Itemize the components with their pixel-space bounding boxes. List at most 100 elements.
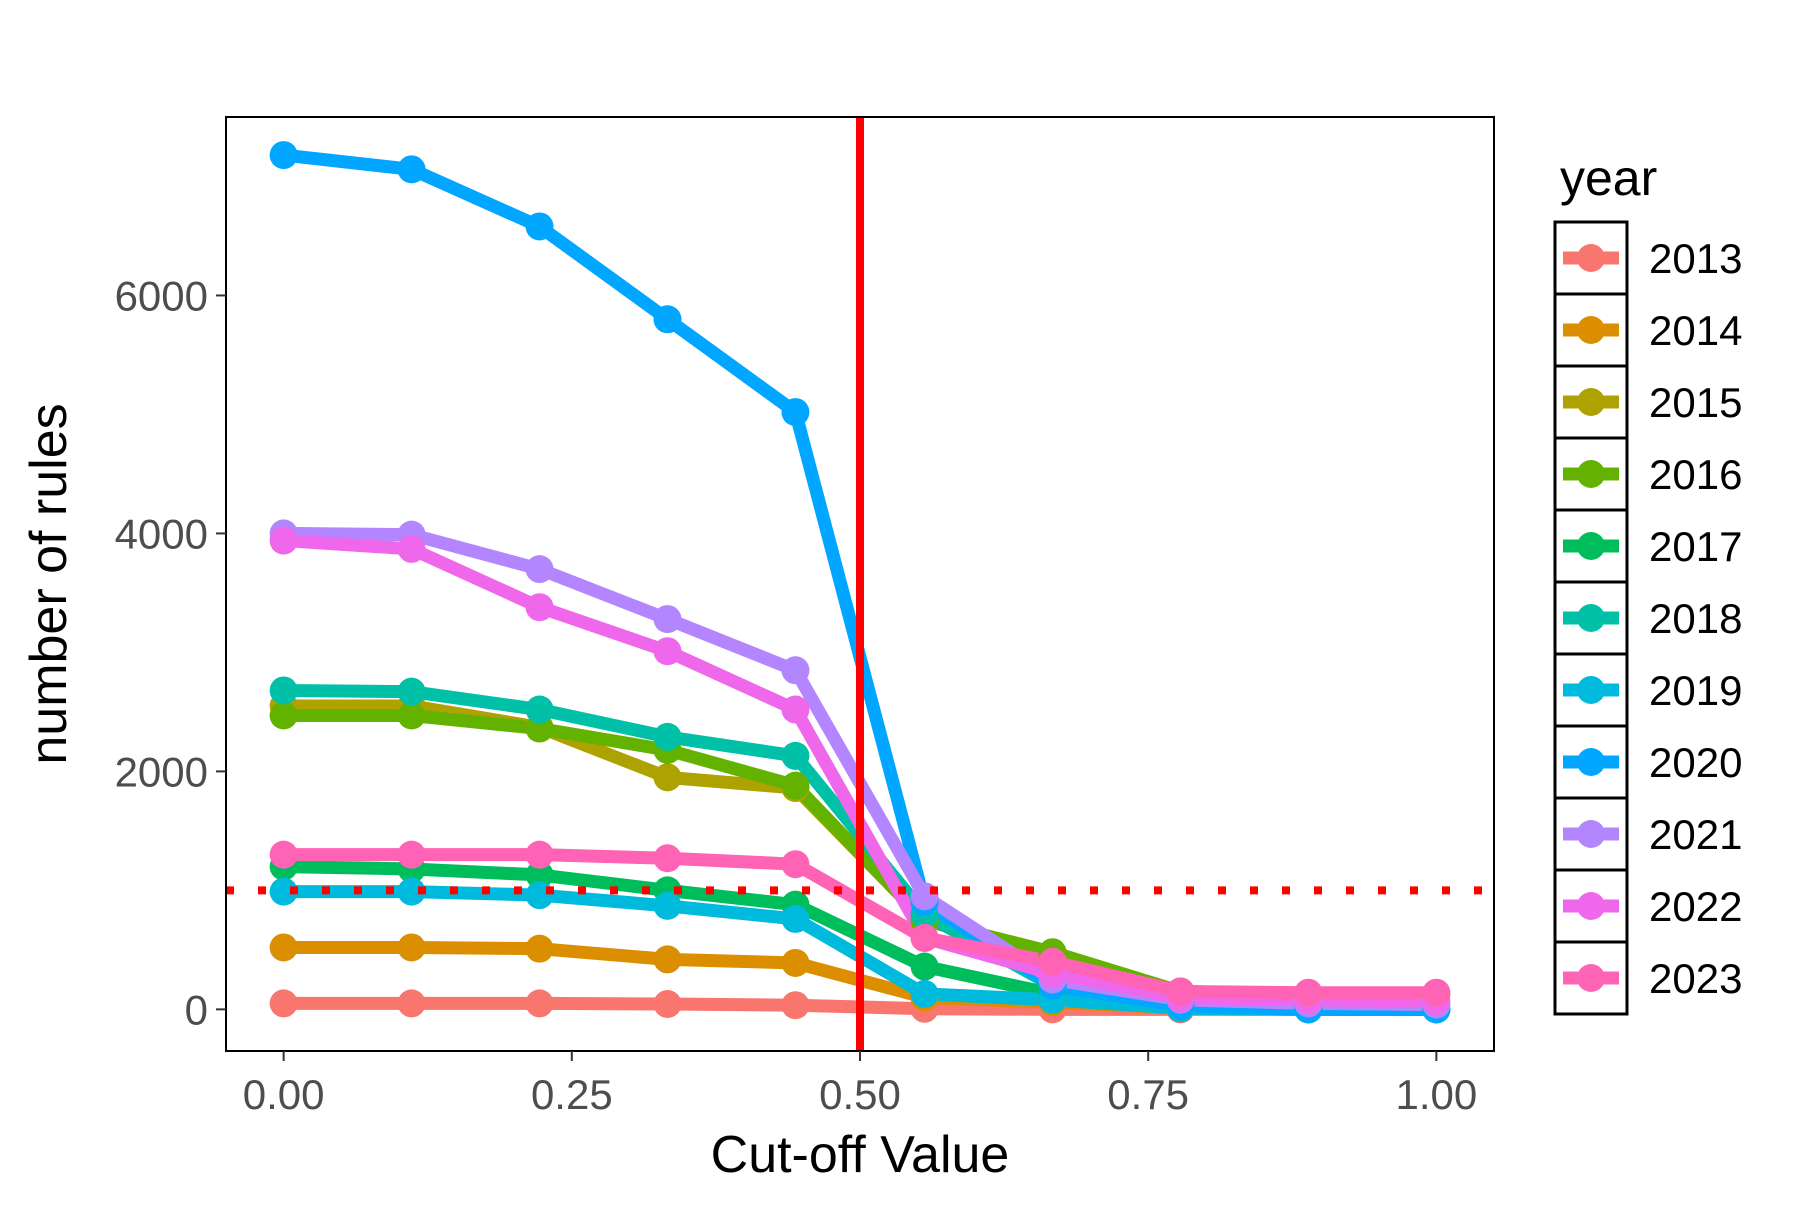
data-point-2023 [653,844,682,873]
data-point-2022 [397,534,426,563]
legend-item-2020: 2020 [1553,724,1742,800]
data-point-2018 [781,741,810,770]
x-tick-label: 0.75 [1107,1071,1189,1118]
legend-key-point [1577,748,1605,776]
legend-item-2021: 2021 [1553,796,1742,872]
data-point-2023 [525,840,554,869]
data-point-2013 [525,989,554,1018]
data-point-2015 [653,763,682,792]
data-point-2013 [397,989,426,1018]
y-axis-title: number of rules [20,403,78,764]
data-point-2017 [525,860,554,889]
data-point-2014 [397,933,426,962]
legend-label: 2016 [1649,451,1742,498]
x-axis-title: Cut-off Value [711,1126,1010,1184]
legend-label: 2022 [1649,883,1742,930]
legend-key-point [1577,820,1605,848]
data-point-2023 [269,840,298,869]
reference-lines [226,117,1494,1051]
legend-label: 2015 [1649,379,1742,426]
legend-key-point [1577,676,1605,704]
data-point-2023 [1038,947,1067,976]
legend-item-2017: 2017 [1553,508,1742,584]
legend-label: 2014 [1649,307,1742,354]
legend-key-point [1577,604,1605,632]
data-point-2023 [1166,977,1195,1006]
legend-label: 2023 [1649,955,1742,1002]
legend-key-point [1577,532,1605,560]
legend-label: 2017 [1649,523,1742,570]
legend-key-point [1577,316,1605,344]
legend-item-2019: 2019 [1553,652,1742,728]
data-point-2014 [269,933,298,962]
legend-title: year [1560,150,1657,206]
legend-item-2014: 2014 [1553,292,1742,368]
data-point-2016 [397,701,426,730]
data-point-2022 [781,695,810,724]
data-point-2022 [269,526,298,555]
legend-item-2013: 2013 [1553,220,1742,296]
y-tick-label: 0 [185,986,208,1033]
data-point-2019 [653,891,682,920]
data-point-2013 [269,989,298,1018]
data-point-2023 [1294,978,1323,1007]
data-point-2020 [397,155,426,184]
legend-item-2022: 2022 [1553,868,1742,944]
legend-item-2016: 2016 [1553,436,1742,512]
data-point-2018 [269,676,298,705]
y-axis: 0 2000 4000 6000 [115,272,226,1033]
legend: year 2013 2014 2015 2016 2017 2018 2019 2020 202… [1553,150,1742,1016]
legend-label: 2018 [1649,595,1742,642]
legend-key-point [1577,244,1605,272]
data-point-2021 [525,555,554,584]
legend-key-point [1577,892,1605,920]
data-point-2022 [653,637,682,666]
data-point-2019 [397,877,426,906]
data-point-2022 [525,593,554,622]
series-points [269,141,1451,1024]
data-point-2014 [653,945,682,974]
data-point-2019 [781,904,810,933]
data-point-2019 [269,877,298,906]
data-point-2019 [910,979,939,1008]
y-tick-label: 6000 [115,272,208,319]
legend-item-2018: 2018 [1553,580,1742,656]
data-point-2016 [781,771,810,800]
x-tick-label: 0.25 [531,1071,613,1118]
legend-item-2015: 2015 [1553,364,1742,440]
legend-label: 2013 [1649,235,1742,282]
data-point-2023 [910,923,939,952]
data-point-2023 [1422,978,1451,1007]
data-point-2018 [653,722,682,751]
x-tick-label: 1.00 [1395,1071,1477,1118]
legend-key-point [1577,388,1605,416]
data-point-2016 [269,701,298,730]
x-tick-label: 0.00 [243,1071,325,1118]
data-point-2020 [781,398,810,427]
legend-label: 2021 [1649,811,1742,858]
data-point-2020 [269,141,298,170]
legend-label: 2019 [1649,667,1742,714]
data-point-2018 [525,695,554,724]
legend-items: 2013 2014 2015 2016 2017 2018 2019 2020 2021 2022… [1553,220,1742,1016]
data-point-2020 [525,212,554,241]
data-point-2014 [781,948,810,977]
data-point-2013 [653,990,682,1019]
data-point-2019 [525,881,554,910]
data-point-2023 [781,850,810,879]
data-point-2013 [781,991,810,1020]
data-point-2021 [653,605,682,634]
legend-key-point [1577,964,1605,992]
y-tick-label: 4000 [115,510,208,557]
data-point-2020 [653,305,682,334]
x-axis: 0.00 0.25 0.50 0.75 1.00 [243,1051,1477,1118]
y-tick-label: 2000 [115,748,208,795]
legend-label: 2020 [1649,739,1742,786]
data-point-2023 [397,840,426,869]
data-point-2021 [781,656,810,685]
x-tick-label: 0.50 [819,1071,901,1118]
data-point-2017 [910,952,939,981]
data-point-2014 [525,934,554,963]
data-point-2018 [397,677,426,706]
